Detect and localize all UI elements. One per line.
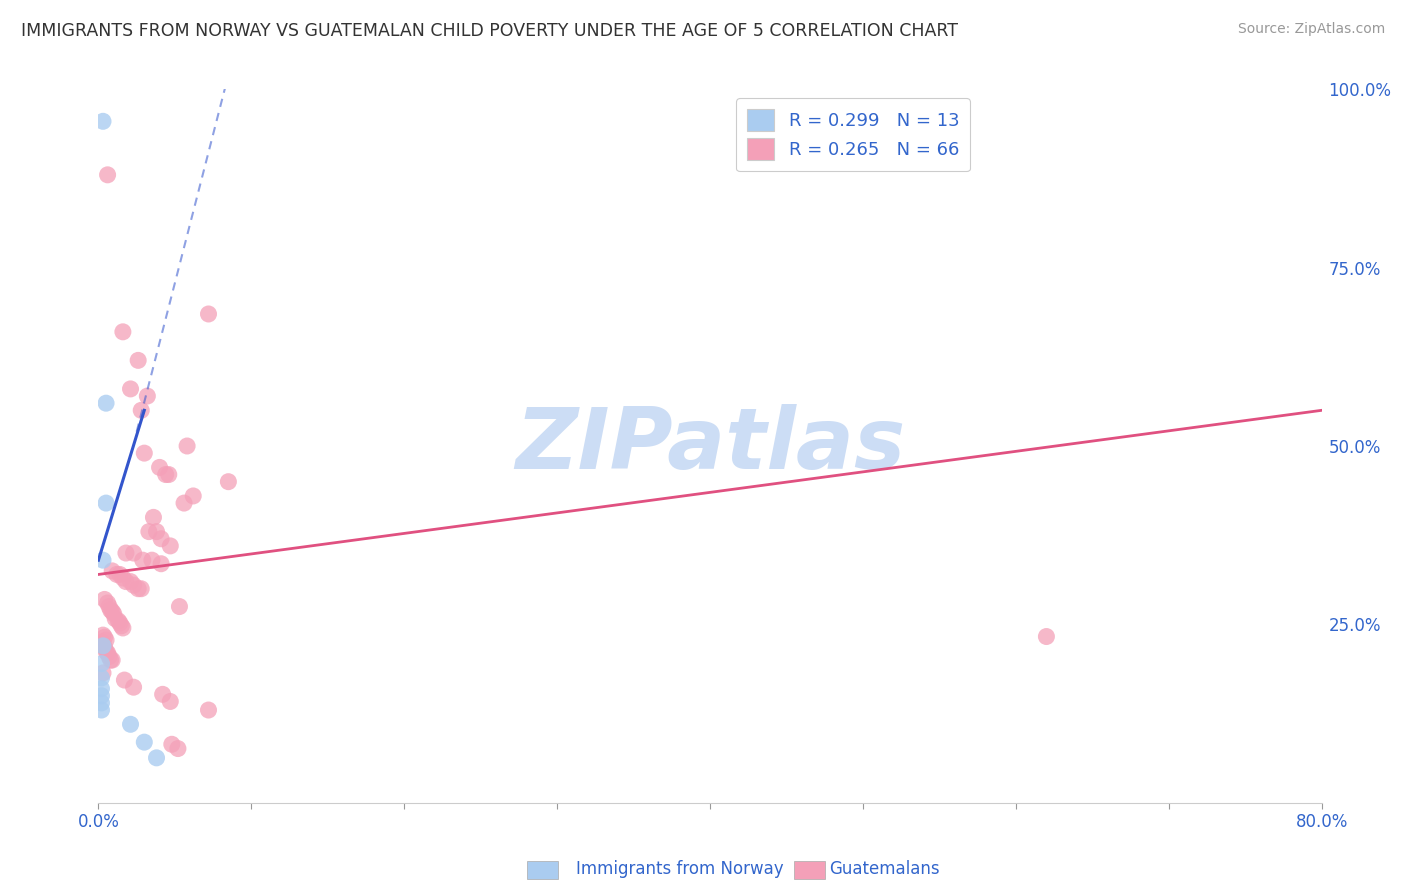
Point — [134, 735, 156, 749]
Point — [217, 475, 239, 489]
Point — [138, 524, 160, 539]
Text: IMMIGRANTS FROM NORWAY VS GUATEMALAN CHILD POVERTY UNDER THE AGE OF 5 CORRELATIO: IMMIGRANTS FROM NORWAY VS GUATEMALAN CHI… — [21, 22, 957, 40]
Point — [93, 630, 115, 644]
Point — [91, 114, 114, 128]
Point — [105, 567, 128, 582]
Point — [94, 644, 117, 658]
Point — [120, 574, 142, 589]
Point — [167, 741, 190, 756]
Point — [145, 524, 167, 539]
Point — [90, 657, 112, 671]
Point — [108, 567, 131, 582]
Text: ZIPatlas: ZIPatlas — [515, 404, 905, 488]
Point — [100, 603, 122, 617]
Point — [122, 578, 145, 592]
Text: Source: ZipAtlas.com: Source: ZipAtlas.com — [1237, 22, 1385, 37]
Point — [159, 694, 181, 708]
Point — [120, 382, 142, 396]
Point — [152, 687, 174, 701]
Point — [103, 607, 125, 621]
Point — [90, 703, 112, 717]
Point — [173, 496, 195, 510]
Point — [115, 574, 138, 589]
Point — [115, 546, 138, 560]
Point — [93, 640, 115, 655]
Point — [136, 389, 159, 403]
Point — [132, 553, 155, 567]
Point — [134, 446, 156, 460]
Point — [90, 635, 112, 649]
Point — [97, 646, 120, 660]
Point — [155, 467, 177, 482]
Point — [90, 696, 112, 710]
Point — [100, 653, 122, 667]
Point — [97, 596, 120, 610]
Point — [98, 599, 121, 614]
Point — [122, 680, 145, 694]
Point — [104, 612, 127, 626]
Point — [91, 665, 114, 680]
Point — [91, 628, 114, 642]
Point — [141, 553, 163, 567]
Point — [149, 460, 172, 475]
Point — [127, 353, 149, 368]
Point — [142, 510, 165, 524]
Point — [91, 639, 114, 653]
Point — [94, 396, 117, 410]
Point — [90, 671, 112, 685]
Point — [197, 307, 219, 321]
Point — [176, 439, 198, 453]
Text: Guatemalans: Guatemalans — [830, 860, 941, 878]
Legend: R = 0.299   N = 13, R = 0.265   N = 66: R = 0.299 N = 13, R = 0.265 N = 66 — [737, 98, 970, 171]
Point — [150, 532, 173, 546]
Point — [181, 489, 204, 503]
Point — [111, 571, 134, 585]
Point — [197, 703, 219, 717]
Point — [107, 614, 129, 628]
Point — [90, 689, 112, 703]
Point — [122, 546, 145, 560]
Point — [1035, 630, 1057, 644]
Point — [98, 649, 121, 664]
Point — [129, 403, 152, 417]
Point — [112, 673, 135, 687]
Point — [108, 615, 131, 630]
Point — [150, 557, 173, 571]
Point — [90, 681, 112, 696]
Point — [101, 605, 124, 619]
Point — [120, 717, 142, 731]
Point — [93, 592, 115, 607]
Point — [169, 599, 191, 614]
Point — [157, 467, 180, 482]
Point — [101, 653, 124, 667]
Point — [111, 325, 134, 339]
Point — [159, 539, 181, 553]
Point — [97, 168, 120, 182]
Point — [101, 564, 124, 578]
Point — [127, 582, 149, 596]
Point — [111, 621, 134, 635]
Point — [94, 633, 117, 648]
Text: Immigrants from Norway: Immigrants from Norway — [576, 860, 785, 878]
Point — [94, 496, 117, 510]
Point — [91, 639, 114, 653]
Point — [160, 737, 183, 751]
Point — [145, 751, 167, 765]
Point — [129, 582, 152, 596]
Point — [110, 619, 132, 633]
Point — [91, 553, 114, 567]
